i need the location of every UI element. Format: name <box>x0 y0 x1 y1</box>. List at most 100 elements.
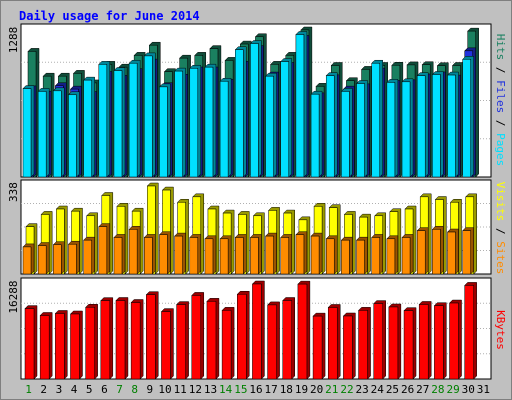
x-axis-label-21: 21 <box>325 383 338 396</box>
x-axis-label-3: 3 <box>56 383 63 396</box>
x-axis-label-4: 4 <box>71 383 78 396</box>
kbytes-bar-15 <box>237 294 247 380</box>
x-axis-label-12: 12 <box>189 383 202 396</box>
kbytes-bar-10 <box>161 311 171 380</box>
sites-bar-5 <box>83 239 92 275</box>
x-axis-label-2: 2 <box>40 383 47 396</box>
sites-bar-18 <box>280 237 289 275</box>
pages-bar-23 <box>356 83 365 178</box>
sites-bar-12 <box>189 237 199 275</box>
pages-bar-26 <box>401 81 411 178</box>
x-axis-label-23: 23 <box>356 383 369 396</box>
pages-bar-18 <box>280 61 289 178</box>
pages-bar-19 <box>295 34 305 178</box>
x-axis-label-20: 20 <box>310 383 323 396</box>
x-axis-label-18: 18 <box>280 383 293 396</box>
pages-bar-30 <box>462 59 471 178</box>
chart-title: Daily usage for June 2014 <box>19 9 200 23</box>
pages-bar-6 <box>98 64 108 178</box>
x-axis-label-15: 15 <box>234 383 247 396</box>
x-axis-label-26: 26 <box>401 383 414 396</box>
kbytes-bar-28 <box>434 305 444 380</box>
pages-bar-29 <box>447 74 456 178</box>
sites-bar-6 <box>98 226 108 275</box>
pages-bar-14 <box>219 81 229 178</box>
pages-bar-15 <box>235 49 244 178</box>
legend-sites: Sites <box>494 241 507 274</box>
kbytes-bar-16 <box>252 283 262 380</box>
x-axis-label-8: 8 <box>131 383 138 396</box>
sites-bar-19 <box>295 234 305 275</box>
x-axis-label-19: 19 <box>295 383 308 396</box>
legend-visits-sites: Visits / Sites <box>494 182 507 275</box>
legend-files: Files <box>494 80 507 113</box>
sites-bar-11 <box>174 235 183 275</box>
sites-bar-3 <box>53 244 62 275</box>
x-axis-label-17: 17 <box>265 383 278 396</box>
pages-bar-24 <box>371 62 380 178</box>
kbytes-bar-14 <box>221 310 232 380</box>
sites-bar-21 <box>325 238 335 275</box>
y-axis-max-label-1: 1288 <box>7 27 20 54</box>
kbytes-bar-23 <box>358 310 368 380</box>
sites-bar-1 <box>22 246 32 275</box>
legend-kbytes: KBytes <box>494 310 507 350</box>
pages-bar-8 <box>128 62 138 178</box>
kbytes-bar-26 <box>403 310 414 380</box>
sites-bar-26 <box>401 237 411 275</box>
sites-bar-23 <box>356 239 365 275</box>
sites-bar-2 <box>37 245 47 275</box>
pages-bar-25 <box>386 82 396 178</box>
pages-bar-28 <box>432 74 441 178</box>
x-axis-label-16: 16 <box>249 383 262 396</box>
sites-bar-13 <box>204 238 214 275</box>
kbytes-bar-29 <box>449 302 459 380</box>
legend-kbytes: KBytes <box>494 310 507 350</box>
legend-hits-files-pages: Hits / Files / Pages <box>494 34 507 167</box>
sites-bar-9 <box>144 237 153 275</box>
kbytes-bar-22 <box>343 315 353 380</box>
x-axis-label-24: 24 <box>371 383 385 396</box>
x-axis-label-5: 5 <box>86 383 93 396</box>
pages-bar-20 <box>310 93 320 178</box>
pages-bar-9 <box>144 55 153 178</box>
pages-bar-16 <box>250 43 259 178</box>
kbytes-bar-1 <box>24 308 35 380</box>
sites-bar-17 <box>265 235 274 275</box>
sites-bar-16 <box>250 237 259 275</box>
sites-bar-4 <box>68 243 77 275</box>
kbytes-bar-18 <box>282 300 292 380</box>
x-axis-label-7: 7 <box>116 383 123 396</box>
x-axis-label-11: 11 <box>174 383 187 396</box>
kbytes-bar-12 <box>191 295 202 380</box>
kbytes-bar-13 <box>206 301 217 380</box>
pages-bar-21 <box>325 75 335 178</box>
kbytes-bar-17 <box>267 304 277 380</box>
x-axis-label-25: 25 <box>386 383 399 396</box>
y-axis-max-label-3: 16288 <box>7 280 20 313</box>
x-axis-label-6: 6 <box>101 383 108 396</box>
kbytes-bar-6 <box>100 300 111 380</box>
x-axis-label-27: 27 <box>416 383 429 396</box>
kbytes-bar-11 <box>176 304 186 380</box>
kbytes-bar-27 <box>418 304 429 380</box>
sites-bar-22 <box>341 239 350 275</box>
kbytes-bar-25 <box>388 306 399 380</box>
kbytes-bar-3 <box>55 313 65 380</box>
kbytes-bar-5 <box>85 307 95 380</box>
sites-bar-25 <box>386 238 396 275</box>
x-axis-label-14: 14 <box>219 383 233 396</box>
kbytes-bar-4 <box>70 313 80 380</box>
kbytes-bar-8 <box>130 302 141 380</box>
y-axis-max-label-2: 338 <box>7 182 20 202</box>
sites-bar-7 <box>113 237 123 275</box>
sites-bar-27 <box>416 230 426 275</box>
pages-bar-17 <box>265 75 274 178</box>
legend-hits: Hits <box>494 34 507 61</box>
sites-bar-8 <box>128 229 138 275</box>
pages-bar-27 <box>416 75 426 178</box>
pages-bar-10 <box>159 86 168 178</box>
pages-bar-2 <box>37 91 47 178</box>
x-axis-label-29: 29 <box>446 383 459 396</box>
